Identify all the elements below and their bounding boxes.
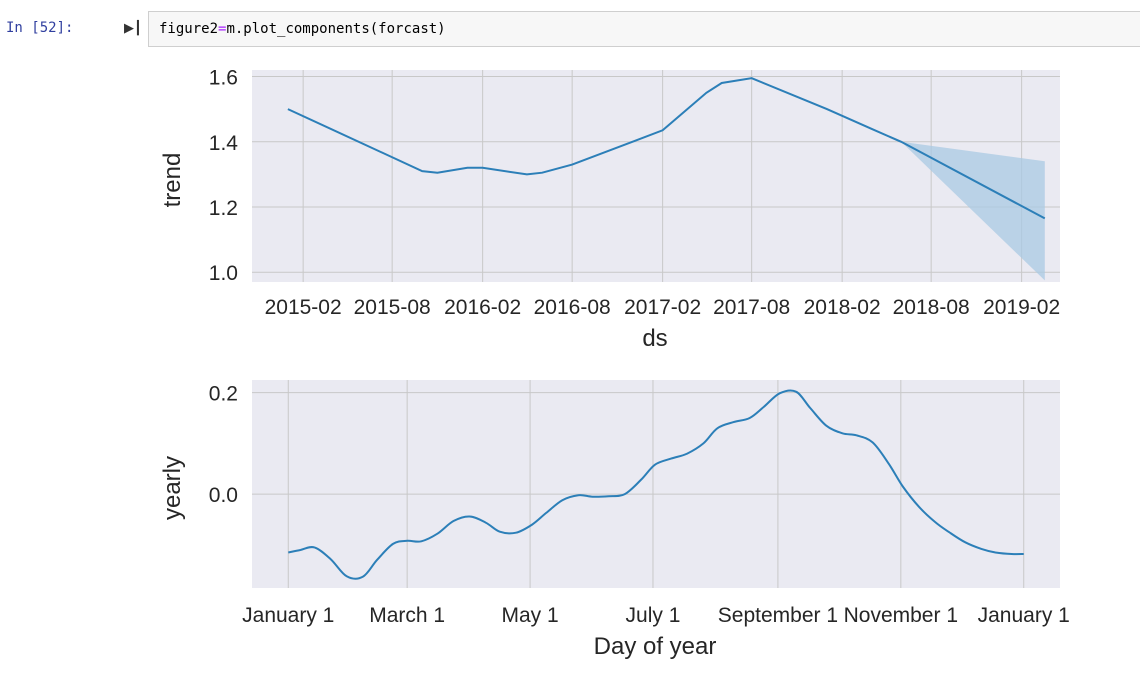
code-operator: = (218, 21, 227, 37)
run-cell-icon[interactable]: ▶┃ (124, 21, 142, 36)
code-rhs: m.plot_components(forcast) (226, 21, 446, 37)
yearly-x-ticks: January 1 March 1 May 1 July 1 September 1 No… (242, 604, 1070, 627)
trend-x-tick-label: 2018-08 (893, 296, 970, 319)
yearly-grid (252, 380, 1060, 588)
trend-x-tick-label: 2018-02 (804, 296, 881, 319)
yearly-x-tick-label: July 1 (626, 604, 681, 627)
trend-x-tick-label: 2015-02 (265, 296, 342, 319)
yearly-line (288, 389, 1024, 580)
trend-y-label: trend (159, 153, 186, 208)
trend-y-tick-label: 1.6 (209, 67, 238, 90)
trend-x-ticks: 2015-02 2015-08 2016-02 2016-08 2017-02 2017-… (265, 296, 1061, 319)
trend-x-tick-label: 2015-08 (354, 296, 431, 319)
trend-x-tick-label: 2016-02 (444, 296, 521, 319)
cell-prompt: In [52]: (6, 20, 74, 36)
yearly-y-ticks: 0.0 0.2 (209, 383, 238, 507)
trend-line (287, 77, 1046, 220)
trend-x-tick-label: 2017-08 (713, 296, 790, 319)
yearly-plot-area (252, 380, 1060, 588)
yearly-y-tick-label: 0.2 (209, 383, 238, 406)
yearly-x-tick-label: January 1 (242, 604, 334, 627)
trend-grid (252, 70, 1060, 282)
trend-plot-area (252, 70, 1060, 282)
code-cell[interactable]: figure2=m.plot_components(forcast) (148, 11, 1140, 47)
yearly-x-label: Day of year (594, 633, 717, 660)
yearly-y-label: yearly (159, 456, 186, 520)
yearly-y-tick-label: 0.0 (209, 484, 238, 507)
yearly-x-tick-label: May 1 (501, 604, 558, 627)
yearly-chart: 0.0 0.2 January 1 March 1 May 1 July 1 Septem… (159, 380, 1070, 660)
trend-x-tick-label: 2016-08 (534, 296, 611, 319)
trend-y-tick-label: 1.2 (209, 197, 238, 220)
yearly-x-tick-label: January 1 (978, 604, 1070, 627)
trend-x-tick-label: 2019-02 (983, 296, 1060, 319)
trend-x-tick-label: 2017-02 (624, 296, 701, 319)
code-lhs: figure2 (159, 21, 219, 37)
trend-y-ticks: 1.0 1.2 1.4 1.6 (209, 67, 239, 286)
trend-x-label: ds (642, 325, 667, 352)
yearly-x-tick-label: March 1 (369, 604, 445, 627)
code-line[interactable]: figure2=m.plot_components(forcast) (159, 21, 446, 37)
trend-chart: 1.0 1.2 1.4 1.6 2015-02 2015-08 2016-02 2016-0… (159, 67, 1060, 352)
yearly-x-tick-label: November 1 (844, 604, 958, 627)
trend-y-tick-label: 1.0 (209, 262, 238, 285)
yearly-x-tick-label: September 1 (718, 604, 838, 627)
trend-y-tick-label: 1.4 (209, 132, 239, 155)
